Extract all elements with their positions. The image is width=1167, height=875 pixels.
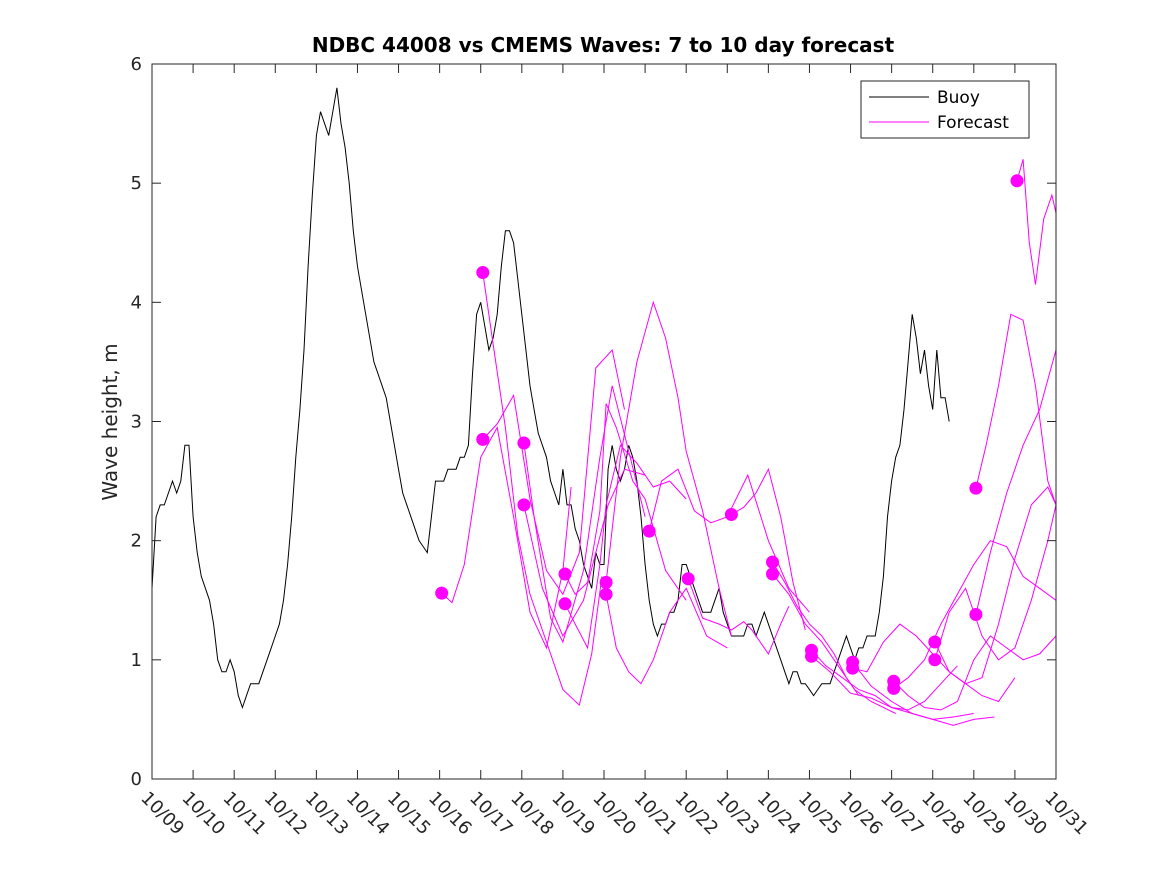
legend-box [860, 80, 1030, 139]
forecast-line-16 [811, 655, 974, 720]
forecast-line-17 [852, 661, 995, 726]
forecast-marker-5 [517, 498, 531, 512]
forecast-line-19 [893, 635, 1057, 711]
forecast-marker-25 [1010, 174, 1024, 188]
forecast-line-6 [564, 403, 687, 601]
forecast-line-25 [1016, 159, 1057, 285]
forecast-marker-22 [928, 653, 942, 667]
legend: Buoy Forecast [860, 80, 1030, 139]
forecast-marker-4 [517, 436, 531, 450]
forecast-marker-7 [558, 597, 572, 611]
forecast-line-9 [605, 587, 728, 685]
forecast-line-1 [441, 426, 572, 650]
legend-forecast-label: Forecast [937, 113, 1009, 133]
forecast-line-14 [772, 573, 896, 714]
forecast-line-5 [523, 468, 646, 638]
forecast-line-15 [811, 649, 958, 711]
forecast-line-21 [934, 486, 1057, 685]
forecast-marker-10 [642, 524, 656, 538]
forecast-marker-1 [435, 586, 449, 600]
forecast-marker-8 [599, 575, 613, 589]
forecast-line-4 [523, 385, 646, 644]
forecast-line-2 [482, 272, 603, 707]
forecast-marker-23 [969, 481, 983, 495]
y-tick-label: 0 [131, 769, 142, 790]
buoy-line [151, 87, 950, 710]
forecast-marker-2 [476, 266, 490, 279]
forecast-marker-14 [766, 567, 779, 581]
forecast-line-12 [731, 467, 806, 631]
forecast-marker-18 [846, 661, 860, 675]
forecast-line-7 [564, 444, 687, 650]
forecast-line-10 [648, 468, 810, 613]
forecast-markers [435, 174, 1024, 695]
forecast-marker-20 [887, 681, 901, 695]
y-tick-label: 5 [131, 173, 142, 194]
forecast-marker-13 [766, 555, 779, 569]
forecast-line-3 [482, 348, 625, 596]
plot-area [152, 64, 1056, 779]
forecast-marker-24 [969, 608, 983, 621]
forecast-line-20 [893, 540, 1057, 689]
forecast-line-23 [975, 313, 1057, 506]
forecast-marker-21 [928, 635, 942, 649]
forecast-marker-9 [599, 587, 613, 601]
y-tick-label: 2 [131, 531, 142, 552]
forecast-marker-12 [724, 508, 738, 521]
chart-title: NDBC 44008 vs CMEMS Waves: 7 to 10 day f… [312, 33, 895, 57]
y-tick-label: 3 [131, 412, 142, 433]
forecast-marker-3 [476, 432, 490, 446]
forecast-line-22 [934, 504, 1057, 661]
y-tick-label: 4 [131, 292, 142, 313]
forecast-line-8 [605, 300, 732, 637]
forecast-marker-16 [805, 649, 818, 663]
forecast-marker-11 [681, 572, 695, 586]
y-tick-label: 6 [131, 54, 142, 75]
forecast-line-11 [687, 578, 790, 655]
forecast-marker-6 [558, 567, 572, 581]
legend-buoy-label: Buoy [937, 88, 980, 108]
y-tick-label: 1 [131, 650, 142, 671]
y-axis-label: Wave height, m [98, 343, 122, 500]
forecast-line-24 [975, 349, 1057, 615]
forecast-line-13 [772, 561, 860, 696]
buoy-series [151, 87, 950, 710]
forecast-series-group [441, 159, 1057, 726]
